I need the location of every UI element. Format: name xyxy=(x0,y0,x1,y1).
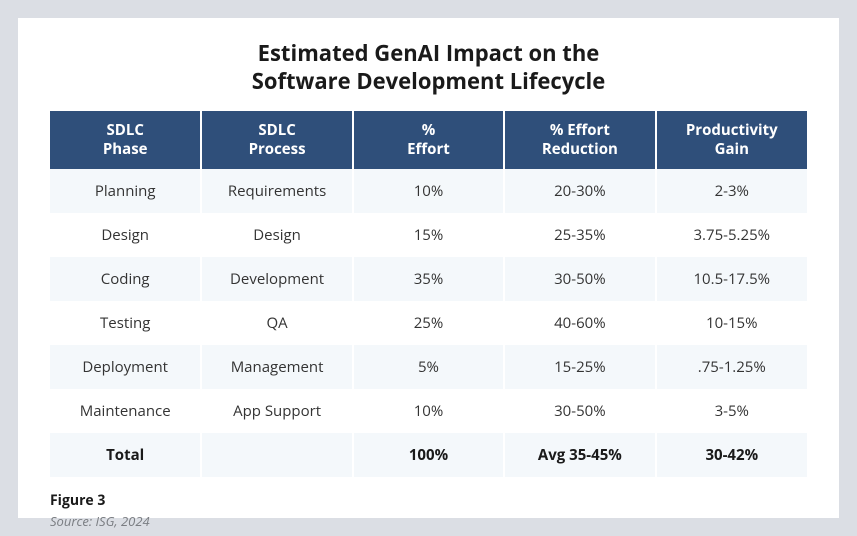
col-header-process: SDLC Process xyxy=(201,111,352,169)
cell: Planning xyxy=(50,169,201,213)
table-row: Testing QA 25% 40-60% 10-15% xyxy=(50,301,807,345)
figure-footer: Figure 3 Source: ISG, 2024 xyxy=(50,477,807,530)
table-header-row: SDLC Phase SDLC Process % Effort % Effor… xyxy=(50,111,807,169)
cell: 5% xyxy=(353,345,504,389)
chart-title: Estimated GenAI Impact on the Software D… xyxy=(50,40,807,95)
cell: Coding xyxy=(50,257,201,301)
cell-total: 100% xyxy=(353,433,504,477)
cell: 40-60% xyxy=(504,301,655,345)
title-line-1: Estimated GenAI Impact on the xyxy=(258,38,600,68)
cell: 30-50% xyxy=(504,389,655,433)
sdlc-impact-table: SDLC Phase SDLC Process % Effort % Effor… xyxy=(50,111,807,477)
cell-total: 30-42% xyxy=(656,433,807,477)
cell: Management xyxy=(201,345,352,389)
col-header-reduction: % Effort Reduction xyxy=(504,111,655,169)
table-row: Coding Development 35% 30-50% 10.5-17.5% xyxy=(50,257,807,301)
cell: .75-1.25% xyxy=(656,345,807,389)
cell: Requirements xyxy=(201,169,352,213)
col-header-effort: % Effort xyxy=(353,111,504,169)
cell: Design xyxy=(201,213,352,257)
cell-total: Avg 35-45% xyxy=(504,433,655,477)
cell: Design xyxy=(50,213,201,257)
cell: 3-5% xyxy=(656,389,807,433)
cell: 25% xyxy=(353,301,504,345)
title-line-2: Software Development Lifecycle xyxy=(252,66,606,96)
cell: QA xyxy=(201,301,352,345)
cell: App Support xyxy=(201,389,352,433)
cell: 20-30% xyxy=(504,169,655,213)
cell: 35% xyxy=(353,257,504,301)
table-row: Planning Requirements 10% 20-30% 2-3% xyxy=(50,169,807,213)
cell: Testing xyxy=(50,301,201,345)
figure-label: Figure 3 xyxy=(50,491,807,510)
cell: 10% xyxy=(353,169,504,213)
col-header-phase: SDLC Phase xyxy=(50,111,201,169)
table-row: Deployment Management 5% 15-25% .75-1.25… xyxy=(50,345,807,389)
cell: 30-50% xyxy=(504,257,655,301)
table-row: Design Design 15% 25-35% 3.75-5.25% xyxy=(50,213,807,257)
table-row: Maintenance App Support 10% 30-50% 3-5% xyxy=(50,389,807,433)
cell: 25-35% xyxy=(504,213,655,257)
cell: 10% xyxy=(353,389,504,433)
figure-card: Estimated GenAI Impact on the Software D… xyxy=(18,18,839,518)
cell: Maintenance xyxy=(50,389,201,433)
cell-total xyxy=(201,433,352,477)
cell: 2-3% xyxy=(656,169,807,213)
cell: 3.75-5.25% xyxy=(656,213,807,257)
cell: 10.5-17.5% xyxy=(656,257,807,301)
cell: Development xyxy=(201,257,352,301)
cell: 10-15% xyxy=(656,301,807,345)
col-header-gain: Productivity Gain xyxy=(656,111,807,169)
table-total-row: Total 100% Avg 35-45% 30-42% xyxy=(50,433,807,477)
source-text: Source: ISG, 2024 xyxy=(50,512,807,530)
cell: 15% xyxy=(353,213,504,257)
table-body: Planning Requirements 10% 20-30% 2-3% De… xyxy=(50,169,807,477)
cell: Deployment xyxy=(50,345,201,389)
cell: 15-25% xyxy=(504,345,655,389)
cell-total: Total xyxy=(50,433,201,477)
